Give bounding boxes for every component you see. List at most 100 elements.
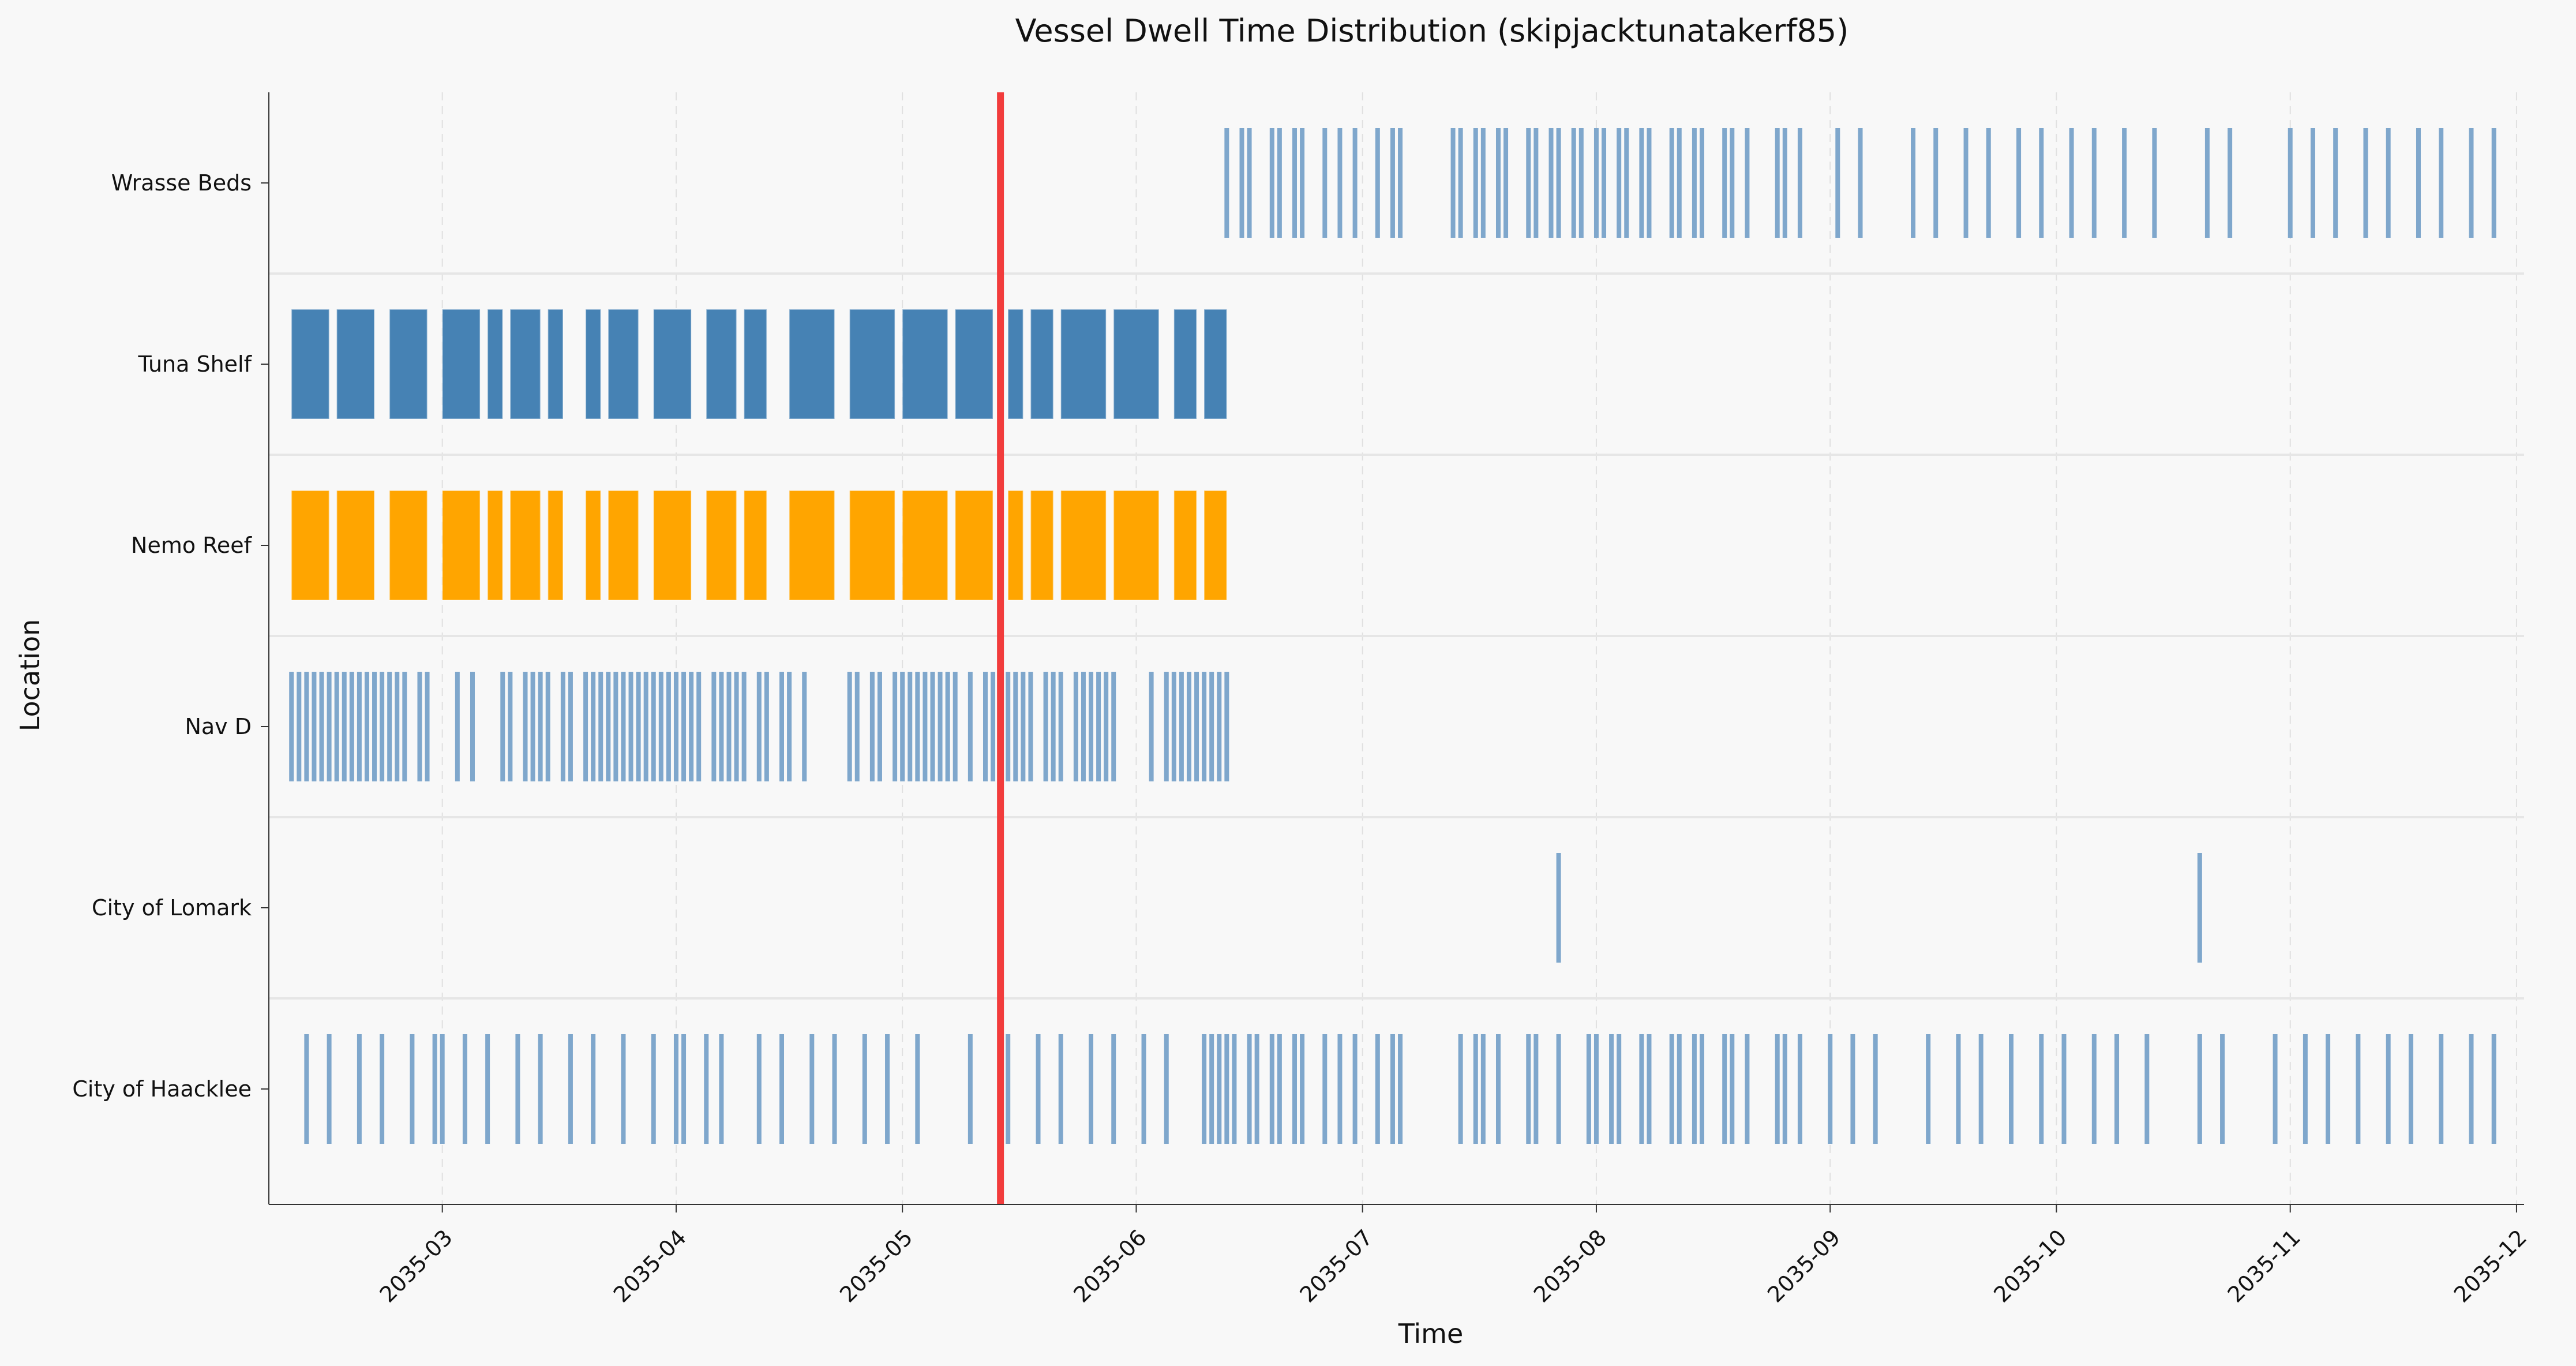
dwell-event: [1390, 1034, 1395, 1144]
dwell-event: [1171, 672, 1176, 781]
dwell-event: [387, 672, 392, 781]
dwell-event: [372, 672, 377, 781]
dwell-event: [1533, 1034, 1539, 1144]
dwell-event: [673, 1034, 678, 1144]
dwell-event: [1647, 128, 1652, 238]
dwell-event: [560, 672, 565, 781]
dwell-event: [1556, 853, 1561, 963]
dwell-event: [2197, 1034, 2202, 1144]
dwell-event: [2152, 128, 2157, 238]
dwell-event: [545, 672, 550, 781]
dwell-event: [289, 672, 294, 781]
dwell-event: [1647, 1034, 1652, 1144]
dwell-event: [1745, 128, 1750, 238]
dwell-event: [1722, 1034, 1727, 1144]
dwell-event: [2491, 1034, 2496, 1144]
dwell-event: [1224, 1034, 1229, 1144]
dwell-event: [1006, 672, 1011, 781]
dwell-event: [1269, 128, 1274, 238]
dwell-event: [2091, 1034, 2097, 1144]
dwell-event: [462, 1034, 467, 1144]
dwell-interval: [706, 309, 737, 420]
dwell-event: [1398, 1034, 1403, 1144]
dwell-event: [1978, 1034, 1983, 1144]
dwell-event: [1639, 1034, 1644, 1144]
dwell-interval: [954, 490, 994, 601]
dwell-event: [538, 672, 543, 781]
dwell-event: [1458, 128, 1463, 238]
dwell-event: [1352, 128, 1358, 238]
dwell-event: [1602, 128, 1607, 238]
dwell-event: [1526, 1034, 1531, 1144]
dwell-interval: [389, 309, 428, 420]
dwell-event: [1911, 128, 1916, 238]
dwell-event: [568, 672, 573, 781]
dwell-event: [885, 1034, 890, 1144]
dwell-event: [2122, 128, 2127, 238]
dwell-event: [2333, 128, 2338, 238]
dwell-event: [395, 672, 400, 781]
dwell-event: [991, 672, 996, 781]
dwell-event: [432, 1034, 437, 1144]
dwell-event: [1722, 128, 1727, 238]
dwell-event: [877, 672, 882, 781]
dwell-event: [2439, 1034, 2444, 1144]
dwell-event: [1073, 672, 1078, 781]
dwell-event: [357, 672, 362, 781]
dwell-event: [1617, 128, 1622, 238]
dwell-event: [410, 1034, 415, 1144]
dwell-event: [719, 672, 724, 781]
dwell-event: [583, 672, 588, 781]
dwell-interval: [389, 490, 428, 601]
dwell-event: [968, 1034, 973, 1144]
dwell-event: [1556, 128, 1561, 238]
dwell-event: [2408, 1034, 2413, 1144]
dwell-event: [1677, 1034, 1682, 1144]
dwell-event: [1495, 128, 1501, 238]
dwell-event: [1043, 672, 1048, 781]
dwell-interval: [608, 490, 639, 601]
dwell-event: [643, 672, 648, 781]
dwell-event: [1692, 128, 1697, 238]
dwell-interval: [336, 309, 376, 420]
dwell-event: [1224, 672, 1229, 781]
dwell-event: [900, 672, 905, 781]
dwell-event: [1692, 1034, 1697, 1144]
dwell-event: [1797, 128, 1802, 238]
dwell-interval: [849, 309, 896, 420]
dwell-event: [1269, 1034, 1274, 1144]
dwell-event: [1835, 128, 1840, 238]
dwell-event: [787, 672, 792, 781]
dwell-event: [847, 672, 852, 781]
dwell-event: [334, 672, 339, 781]
dwell-event: [402, 672, 407, 781]
dwell-event: [681, 1034, 687, 1144]
dwell-event: [613, 672, 618, 781]
dwell-event: [673, 672, 678, 781]
dwell-event: [1051, 672, 1056, 781]
event-marks: [289, 128, 2496, 1144]
dwell-event: [893, 672, 898, 781]
dwell-event: [1021, 672, 1026, 781]
x-axis-label: Time: [1398, 1318, 1464, 1349]
dwell-event: [591, 672, 596, 781]
dwell-event: [417, 672, 422, 781]
dwell-event: [1956, 1034, 1961, 1144]
dwell-interval: [902, 309, 948, 420]
dwell-event: [500, 672, 505, 781]
dwell-event: [923, 672, 928, 781]
dwell-event: [1081, 672, 1086, 781]
grid-layer: [441, 92, 2517, 1204]
dwell-event: [2016, 128, 2022, 238]
dwell-interval: [509, 490, 541, 601]
row-separators: [269, 272, 2524, 1000]
dwell-interval: [585, 309, 602, 420]
dwell-event: [764, 672, 769, 781]
dwell-event: [651, 1034, 656, 1144]
dwell-event: [1578, 128, 1584, 238]
dwell-event: [1480, 128, 1486, 238]
dwell-event: [1986, 128, 1991, 238]
dwell-event: [2310, 128, 2315, 238]
dwell-event: [1217, 672, 1222, 781]
